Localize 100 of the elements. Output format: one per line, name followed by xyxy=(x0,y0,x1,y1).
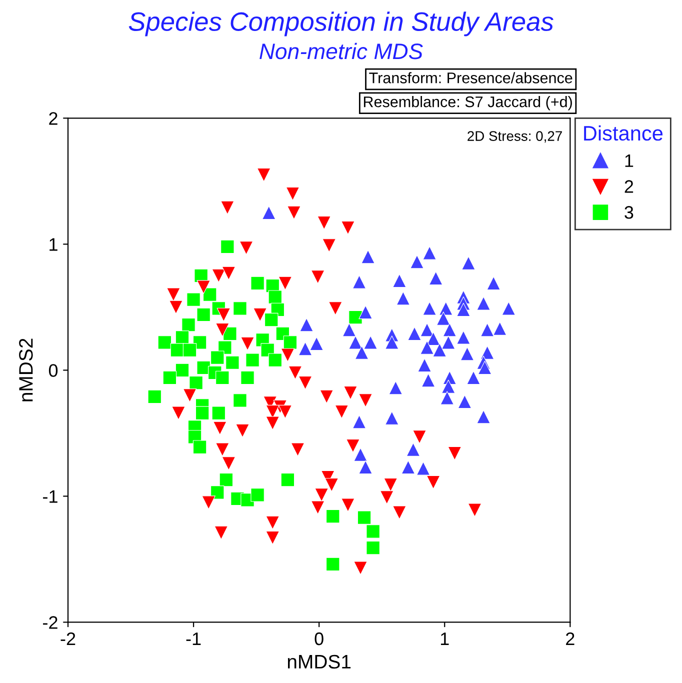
point xyxy=(421,373,436,388)
point xyxy=(442,322,457,337)
point xyxy=(428,271,443,286)
legend-title: Distance xyxy=(584,125,663,141)
y-tick-label: -1 xyxy=(43,490,58,503)
y-axis-title: nMDS2 xyxy=(19,338,33,402)
point xyxy=(298,342,312,356)
x-axis-title: nMDS1 xyxy=(288,654,351,669)
annotation: 2D Stress: 0,27 xyxy=(468,131,562,143)
point xyxy=(253,308,267,322)
point xyxy=(236,424,250,438)
x-tick-label: -1 xyxy=(186,632,201,646)
y-tick-label: 0 xyxy=(48,364,58,377)
point xyxy=(460,346,474,361)
point xyxy=(220,240,234,254)
point xyxy=(216,308,231,322)
point xyxy=(233,302,247,316)
point xyxy=(262,206,276,220)
point xyxy=(492,322,507,336)
point xyxy=(401,460,416,474)
point xyxy=(317,216,331,230)
point xyxy=(456,330,470,344)
point xyxy=(268,290,282,304)
point xyxy=(328,302,342,316)
point xyxy=(256,168,271,182)
point xyxy=(239,241,254,255)
point xyxy=(486,276,500,290)
point xyxy=(298,376,312,390)
point xyxy=(182,318,196,332)
point xyxy=(233,394,247,408)
point xyxy=(416,462,430,476)
point xyxy=(220,200,234,214)
point xyxy=(334,404,349,419)
point xyxy=(357,510,372,524)
chart-subtitle: Non-metric MDS xyxy=(260,42,423,60)
point xyxy=(326,557,340,572)
point xyxy=(458,394,472,409)
point xyxy=(408,326,422,341)
point xyxy=(214,526,228,540)
point xyxy=(385,336,399,350)
point xyxy=(476,410,490,424)
point xyxy=(366,540,380,555)
point xyxy=(380,490,394,504)
point xyxy=(478,360,492,375)
point xyxy=(420,340,434,354)
point xyxy=(196,280,210,294)
point xyxy=(240,336,254,351)
point xyxy=(422,246,436,260)
point xyxy=(195,406,210,420)
point xyxy=(196,308,210,322)
point xyxy=(226,356,240,370)
point xyxy=(219,472,234,487)
legend-label: 2 xyxy=(624,180,634,193)
point xyxy=(216,370,230,385)
point xyxy=(266,416,280,430)
point xyxy=(266,516,280,530)
point xyxy=(222,266,236,280)
point xyxy=(440,391,454,405)
y-tick-label: 2 xyxy=(49,112,58,125)
point xyxy=(480,322,494,337)
point xyxy=(358,394,372,408)
point xyxy=(246,353,260,367)
point xyxy=(250,488,264,502)
point xyxy=(320,390,334,404)
point xyxy=(280,348,295,362)
point xyxy=(476,296,490,310)
point xyxy=(462,256,476,270)
point xyxy=(286,186,300,201)
y-tick-label: -2 xyxy=(43,616,58,629)
point xyxy=(268,353,282,367)
point xyxy=(418,358,432,372)
chart-title: Species Composition in Study Areas xyxy=(128,12,554,36)
point xyxy=(342,322,356,337)
point xyxy=(314,488,328,502)
point xyxy=(162,370,177,385)
point xyxy=(223,326,237,341)
point xyxy=(341,498,355,512)
text: Resemblance: S7 Jaccard (+d) xyxy=(364,96,572,110)
point xyxy=(480,346,494,360)
point xyxy=(216,322,230,337)
point xyxy=(354,448,368,462)
point xyxy=(352,275,366,289)
point xyxy=(422,302,436,316)
point xyxy=(170,343,184,357)
point xyxy=(310,270,325,284)
point xyxy=(212,268,226,283)
point xyxy=(222,456,236,470)
point xyxy=(212,406,226,420)
point xyxy=(396,291,410,306)
point xyxy=(213,421,227,436)
point xyxy=(250,276,264,290)
x-tick-label: 2 xyxy=(566,632,574,646)
point xyxy=(310,336,324,351)
point xyxy=(426,332,440,346)
x-tick-label: 0 xyxy=(314,632,324,646)
point xyxy=(442,380,456,394)
point xyxy=(456,302,470,317)
point xyxy=(426,475,440,490)
point xyxy=(348,336,362,350)
point xyxy=(392,274,406,288)
